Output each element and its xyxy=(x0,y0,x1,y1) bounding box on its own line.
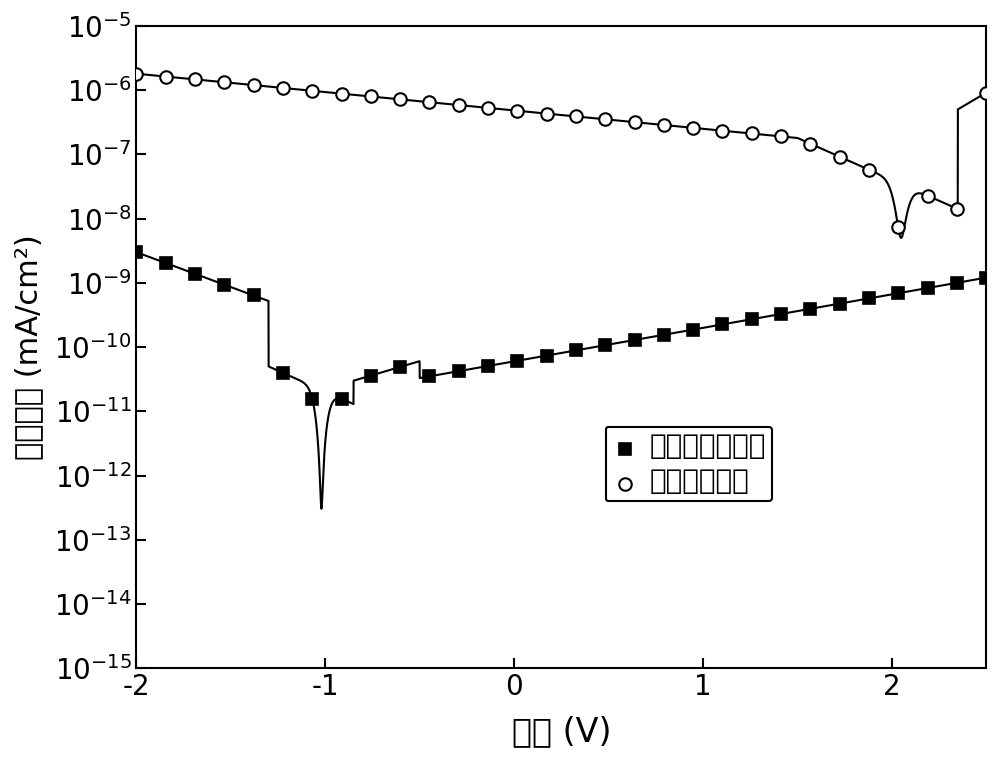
无紫外光光照射 xyxy=(599,341,611,350)
无紫外光光照射 xyxy=(863,294,875,303)
有紫外光照射 xyxy=(775,132,787,141)
有紫外光照射 xyxy=(365,92,377,101)
无紫外光光照射 xyxy=(775,309,787,319)
有紫外光照射 xyxy=(658,120,670,130)
无紫外光光照射 xyxy=(980,273,992,282)
Line: 有紫外光照射: 有紫外光照射 xyxy=(130,68,992,234)
无紫外光光照射 xyxy=(365,371,377,380)
无紫外光光照射 xyxy=(482,361,494,370)
无紫外光光照射 xyxy=(189,269,201,278)
有紫外光照射 xyxy=(892,223,904,232)
Legend: 无紫外光光照射, 有紫外光照射: 无紫外光光照射, 有紫外光照射 xyxy=(606,427,772,501)
X-axis label: 电压 (V): 电压 (V) xyxy=(512,715,611,748)
无紫外光光照射 xyxy=(160,258,172,267)
有紫外光照射 xyxy=(716,126,728,135)
Line: 无紫外光光照射: 无紫外光光照射 xyxy=(130,246,992,405)
无紫外光光照射 xyxy=(541,351,553,360)
有紫外光照射 xyxy=(248,81,260,90)
无紫外光光照射 xyxy=(248,291,260,300)
无紫外光光照射 xyxy=(511,356,523,365)
有紫外光照射 xyxy=(306,86,318,95)
有紫外光照射 xyxy=(804,139,816,149)
无紫外光光照射 xyxy=(306,394,318,403)
无紫外光光照射 xyxy=(951,278,963,287)
有紫外光照射 xyxy=(189,75,201,84)
无紫外光光照射 xyxy=(218,280,230,290)
无紫外光光照射 xyxy=(922,283,934,293)
有紫外光照射 xyxy=(570,112,582,121)
Y-axis label: 电流密度 (mA/cm²): 电流密度 (mA/cm²) xyxy=(14,234,43,460)
无紫外光光照射 xyxy=(130,248,142,257)
无紫外光光照射 xyxy=(629,335,641,344)
无紫外光光照射 xyxy=(423,372,435,381)
有紫外光照射 xyxy=(629,117,641,126)
有紫外光照射 xyxy=(394,94,406,104)
无紫外光光照射 xyxy=(834,299,846,308)
无紫外光光照射 xyxy=(804,304,816,313)
有紫外光照射 xyxy=(160,72,172,81)
有紫外光照射 xyxy=(277,83,289,92)
无紫外光光照射 xyxy=(277,368,289,377)
有紫外光照射 xyxy=(511,106,523,115)
有紫外光照射 xyxy=(922,191,934,200)
有紫外光照射 xyxy=(863,165,875,174)
有紫外光照射 xyxy=(336,89,348,98)
无紫外光光照射 xyxy=(658,330,670,339)
有紫外光照射 xyxy=(423,98,435,107)
无紫外光光照射 xyxy=(453,367,465,376)
无紫外光光照射 xyxy=(570,346,582,355)
有紫外光照射 xyxy=(746,129,758,138)
无紫外光光照射 xyxy=(394,363,406,372)
有紫外光照射 xyxy=(130,69,142,78)
有紫外光照射 xyxy=(218,78,230,87)
无紫外光光照射 xyxy=(336,395,348,404)
有紫外光照射 xyxy=(482,104,494,113)
有紫外光照射 xyxy=(951,204,963,213)
有紫外光照射 xyxy=(599,114,611,123)
无紫外光光照射 xyxy=(892,289,904,298)
无紫外光光照射 xyxy=(716,320,728,329)
有紫外光照射 xyxy=(834,152,846,162)
有紫外光照射 xyxy=(541,109,553,118)
有紫外光照射 xyxy=(980,88,992,98)
有紫外光照射 xyxy=(453,101,465,110)
无紫外光光照射 xyxy=(687,325,699,335)
无紫外光光照射 xyxy=(746,315,758,324)
有紫外光照射 xyxy=(687,123,699,133)
